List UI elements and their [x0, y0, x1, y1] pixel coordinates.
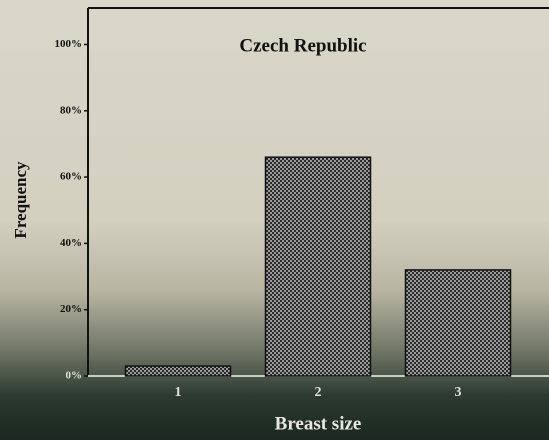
- y-tick-label: 0%: [66, 370, 83, 382]
- y-tick-label: 80%: [60, 104, 82, 116]
- y-tick-label: 100%: [55, 38, 83, 50]
- x-tick-label: 3: [455, 385, 462, 400]
- x-tick-label: 2: [315, 385, 322, 400]
- chart-title: Czech Republic: [239, 35, 366, 56]
- bar: [264, 156, 372, 377]
- y-axis-label: Frequency: [11, 161, 30, 239]
- y-tick-label: 40%: [60, 237, 82, 249]
- bar: [124, 365, 232, 377]
- y-tick-label: 60%: [60, 171, 82, 183]
- bar: [404, 269, 512, 377]
- y-tick-label: 20%: [60, 303, 82, 315]
- x-tick-label: 1: [175, 385, 182, 400]
- x-axis-label: Breast size: [275, 413, 362, 434]
